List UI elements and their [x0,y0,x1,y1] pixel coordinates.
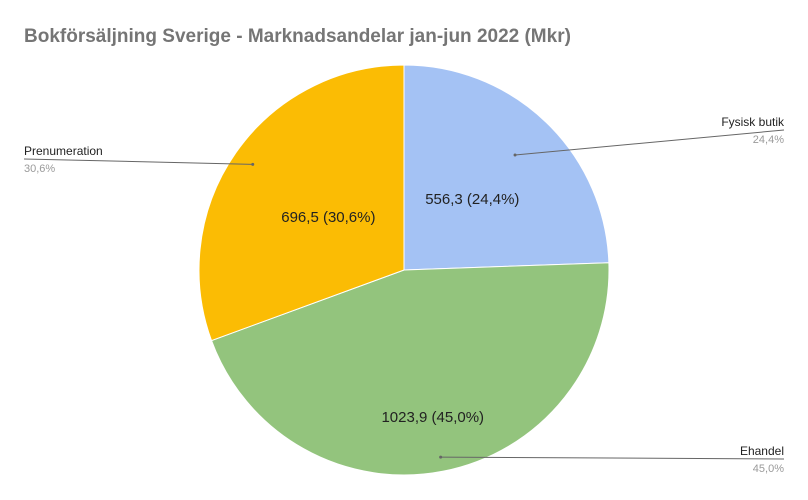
leader-line-prenumeration [23,158,253,165]
callout-percent-ehandel: 45,0% [753,463,784,475]
callout-name-fysisk-butik: Fysisk butik [721,115,785,129]
slice-value-label-prenumeration: 696,5 (30,6%) [281,209,375,226]
callout-name-prenumeration: Prenumeration [24,144,103,158]
leader-anchor-ehandel [439,455,443,459]
pie-slice-ehandel [210,262,610,476]
leader-anchor-prenumeration [251,162,255,166]
pie-slice-prenumeration [198,64,405,342]
chart-title: Bokförsäljning Sverige - Marknadsandelar… [24,26,571,47]
callouts-layer: Fysisk butik 24,4% Ehandel 45,0% Prenumerati… [23,115,785,475]
callout-name-ehandel: Ehandel [740,444,784,458]
slice-value-label-ehandel: 1023,9 (45,0%) [381,409,484,426]
slices-layer [198,64,610,476]
slice-labels-layer: 556,3 (24,4%) 1023,9 (45,0%) 696,5 (30,6%) [281,191,519,426]
leader-line-fysisk-butik [514,129,785,156]
leader-line-ehandel [440,456,785,460]
callout-percent-prenumeration: 30,6% [24,163,55,175]
slice-value-label-fysisk-butik: 556,3 (24,4%) [425,191,519,208]
callout-percent-fysisk-butik: 24,4% [753,134,784,146]
pie-slice-fysisk-butik [403,64,610,271]
leader-anchor-fysisk-butik [513,153,517,157]
